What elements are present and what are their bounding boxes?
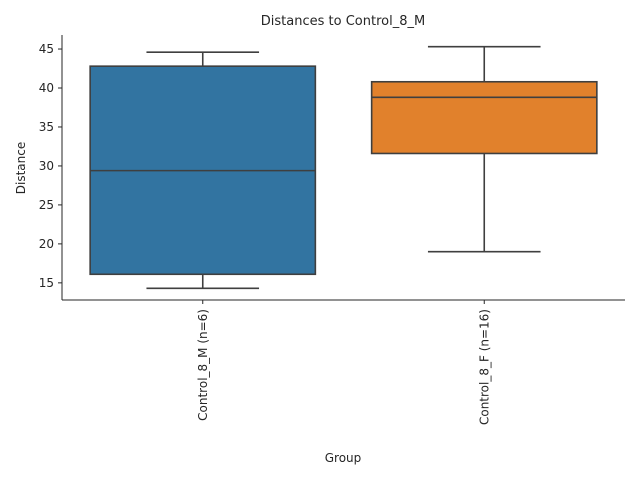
y-tick-label: 25 (39, 198, 54, 212)
x-tick-label: Control_8_M (n=6) (196, 309, 210, 421)
x-axis-label: Group (325, 451, 362, 465)
y-tick-label: 20 (39, 237, 54, 251)
box-group (89, 45, 598, 290)
box-1 (89, 51, 317, 290)
chart-title: Distances to Control_8_M (261, 14, 425, 29)
y-tick-group: 15 20 25 30 35 40 45 (39, 42, 62, 290)
y-tick-label: 45 (39, 42, 54, 56)
box-2 (370, 45, 598, 253)
y-tick-label: 35 (39, 120, 54, 134)
y-tick-label: 40 (39, 81, 54, 95)
y-tick-label: 30 (39, 159, 54, 173)
x-tick-label: Control_8_F (n=16) (477, 309, 491, 425)
x-tick-group: Control_8_M (n=6) Control_8_F (n=16) (196, 300, 491, 425)
iqr-box (370, 80, 598, 155)
y-tick-label: 15 (39, 276, 54, 290)
y-axis-label: Distance (14, 142, 28, 194)
